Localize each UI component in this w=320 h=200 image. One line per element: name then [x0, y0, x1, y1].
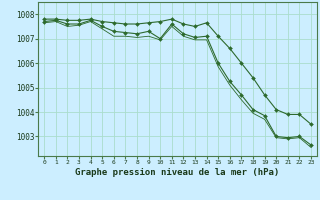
X-axis label: Graphe pression niveau de la mer (hPa): Graphe pression niveau de la mer (hPa): [76, 168, 280, 177]
